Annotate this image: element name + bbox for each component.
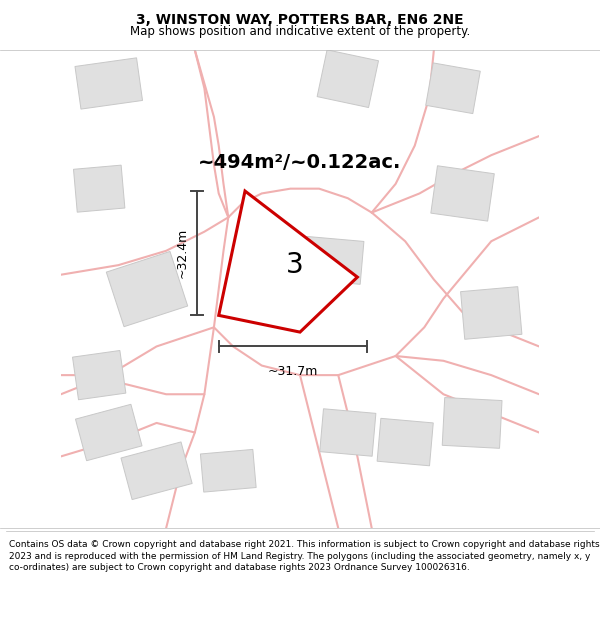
Polygon shape [106,251,188,327]
Polygon shape [303,236,364,284]
Polygon shape [75,58,143,109]
Polygon shape [73,351,126,400]
Polygon shape [461,287,522,339]
Polygon shape [200,449,256,492]
Polygon shape [426,63,480,114]
Polygon shape [76,404,142,461]
Text: 3, WINSTON WAY, POTTERS BAR, EN6 2NE: 3, WINSTON WAY, POTTERS BAR, EN6 2NE [136,12,464,26]
Polygon shape [431,166,494,221]
Text: Map shows position and indicative extent of the property.: Map shows position and indicative extent… [130,24,470,38]
Polygon shape [236,256,296,312]
Text: ~32.4m: ~32.4m [176,228,188,278]
Text: 3: 3 [286,251,304,279]
Polygon shape [320,409,376,456]
Text: ~494m²/~0.122ac.: ~494m²/~0.122ac. [199,153,401,172]
Text: Contains OS data © Crown copyright and database right 2021. This information is : Contains OS data © Crown copyright and d… [9,540,599,572]
Polygon shape [442,398,502,448]
Polygon shape [121,442,192,499]
Polygon shape [377,418,433,466]
Polygon shape [73,165,125,212]
Polygon shape [317,50,379,108]
Text: ~31.7m: ~31.7m [268,364,318,378]
Polygon shape [219,191,358,332]
